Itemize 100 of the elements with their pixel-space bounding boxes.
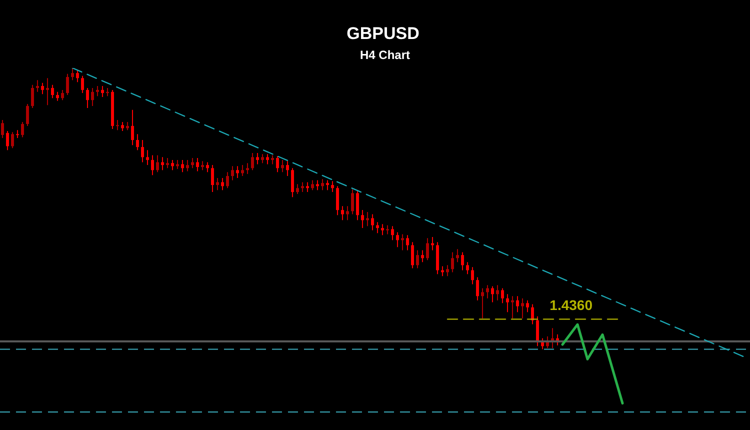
candlestick	[11, 132, 14, 149]
candlestick	[81, 75, 84, 94]
candlestick	[356, 190, 359, 221]
candlestick	[506, 294, 509, 313]
candlestick	[536, 316, 539, 347]
candlestick	[271, 154, 274, 165]
candlestick	[251, 152, 254, 171]
candlestick	[381, 224, 384, 236]
candlestick	[361, 210, 364, 229]
candlestick	[476, 276, 479, 301]
candlestick	[416, 250, 419, 269]
candlestick	[241, 164, 244, 177]
chart-subtitle: H4 Chart	[358, 48, 411, 62]
candlestick	[31, 84, 34, 108]
candlestick	[316, 180, 319, 191]
candlestick	[321, 178, 324, 191]
candlestick	[121, 122, 124, 132]
candlestick	[226, 172, 229, 189]
candlestick	[291, 168, 294, 198]
candlestick	[401, 234, 404, 251]
candlestick	[386, 224, 389, 235]
candlestick	[331, 180, 334, 193]
candlestick	[501, 288, 504, 304]
candlestick	[366, 212, 369, 227]
candlestick	[261, 154, 264, 164]
candlestick	[181, 159, 184, 173]
candlestick	[61, 89, 64, 101]
candlestick	[136, 134, 139, 151]
candlestick	[66, 73, 69, 96]
candlestick	[446, 264, 449, 277]
candlestick	[391, 226, 394, 241]
candlestick	[96, 86, 99, 97]
candlestick	[256, 152, 259, 165]
candlestick	[521, 298, 524, 319]
candlestick	[196, 158, 199, 172]
candlestick	[441, 266, 444, 277]
series-label: 1.4360	[550, 297, 593, 314]
candlestick	[376, 222, 379, 234]
candlestick	[36, 80, 39, 92]
candlestick	[461, 252, 464, 271]
candlestick	[486, 284, 489, 299]
candlestick	[116, 120, 119, 131]
candlestick	[201, 160, 204, 171]
candlestick	[146, 150, 149, 166]
candlestick	[56, 91, 59, 102]
candlestick	[511, 296, 514, 319]
candlestick	[171, 159, 174, 171]
candlestick	[431, 236, 434, 251]
candlestick	[496, 284, 499, 301]
candlestick	[491, 286, 494, 303]
candlestick	[526, 300, 529, 313]
candlestick	[156, 154, 159, 173]
candlestick	[326, 180, 329, 191]
candlestick	[296, 184, 299, 195]
candlestick	[426, 238, 429, 261]
candlestick	[21, 122, 24, 138]
candlestick	[76, 69, 79, 83]
candlestick	[211, 164, 214, 193]
candlestick	[236, 166, 239, 178]
candlestick	[91, 87, 94, 106]
candlestick	[221, 177, 224, 191]
candlestick	[131, 109, 134, 146]
candlestick	[456, 248, 459, 263]
candlestick	[186, 159, 189, 172]
candlestick	[161, 156, 164, 171]
candlestick	[341, 206, 344, 221]
candlestick	[516, 296, 519, 313]
candlestick	[411, 242, 414, 269]
candlestick	[141, 140, 144, 163]
chart-title: GBPUSD	[346, 24, 420, 43]
candlestick	[301, 182, 304, 193]
candlestick	[176, 159, 179, 170]
candlestick	[311, 180, 314, 191]
candlestick	[481, 288, 484, 319]
candlestick	[51, 84, 54, 99]
candlestick	[86, 87, 89, 108]
candlestick	[471, 266, 474, 285]
candlestick	[371, 214, 374, 231]
candlestick	[231, 166, 234, 181]
candlestick	[346, 206, 349, 221]
candlestick	[396, 232, 399, 248]
candlestick	[306, 182, 309, 193]
candlestick	[336, 186, 339, 216]
candlestick	[26, 104, 29, 126]
candlestick	[41, 82, 44, 95]
candlestick	[421, 250, 424, 263]
candlestick	[191, 158, 194, 169]
candlestick	[451, 252, 454, 273]
candlestick	[46, 78, 49, 106]
candlestick	[166, 158, 169, 169]
candlestick	[206, 162, 209, 173]
candlestick	[266, 154, 269, 165]
candlestick	[276, 156, 279, 173]
candlestick	[406, 234, 409, 251]
candlestick	[1, 120, 4, 139]
candlestick	[6, 130, 9, 151]
candlestick	[101, 86, 104, 98]
candlestick	[246, 162, 249, 175]
candlestick	[286, 160, 289, 177]
candlestick	[351, 188, 354, 215]
